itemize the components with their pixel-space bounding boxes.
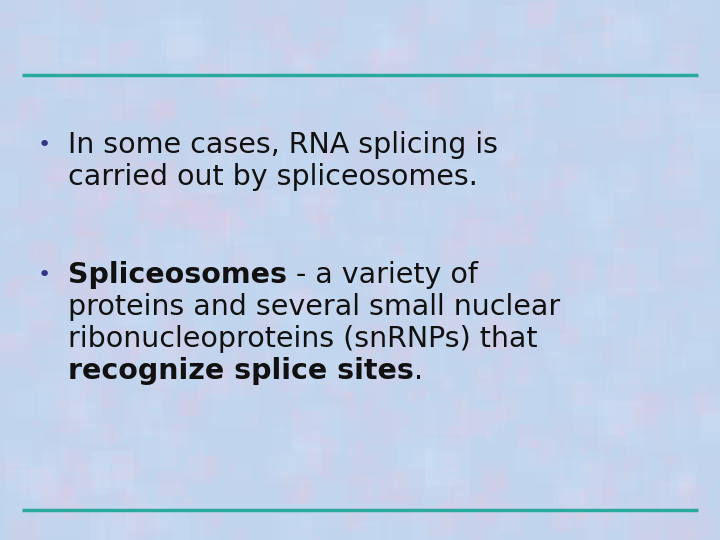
Text: •: • xyxy=(38,135,51,155)
Text: Spliceosomes: Spliceosomes xyxy=(68,261,287,289)
Text: proteins and several small nuclear: proteins and several small nuclear xyxy=(68,293,560,321)
Text: ribonucleoproteins (snRNPs) that: ribonucleoproteins (snRNPs) that xyxy=(68,325,538,353)
Text: In some cases, RNA splicing is: In some cases, RNA splicing is xyxy=(68,131,498,159)
Text: recognize splice sites: recognize splice sites xyxy=(68,357,414,385)
Text: - a variety of: - a variety of xyxy=(287,261,478,289)
Text: carried out by spliceosomes.: carried out by spliceosomes. xyxy=(68,163,478,191)
Text: .: . xyxy=(414,357,423,385)
Text: •: • xyxy=(38,265,51,285)
